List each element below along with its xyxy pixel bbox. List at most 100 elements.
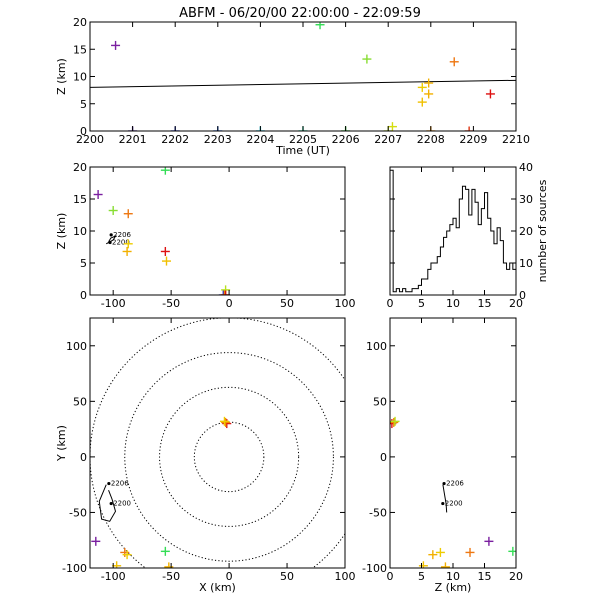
- y-tick-label: 20: [519, 225, 533, 238]
- y-tick-label: -50: [69, 506, 87, 519]
- track-marker: [107, 481, 111, 486]
- x-tick-label: 10: [446, 297, 460, 310]
- x-tick-label: 2209: [459, 133, 487, 146]
- source-point: [315, 22, 325, 30]
- x-tick-label: 2203: [204, 133, 232, 146]
- x-tick-label: 2207: [374, 133, 402, 146]
- histogram-bin: [491, 231, 494, 295]
- source-point: [362, 54, 372, 64]
- track-marker: [442, 481, 446, 486]
- y-tick-label: 50: [73, 395, 87, 408]
- source-point: [424, 78, 434, 88]
- source-point: [93, 190, 103, 200]
- y-tick-label: -100: [62, 562, 87, 575]
- range-ring: [124, 352, 334, 562]
- source-point: [160, 546, 170, 556]
- histogram-bin: [503, 263, 506, 295]
- plot-frame: [389, 317, 517, 569]
- source-point: [111, 40, 121, 50]
- x-tick-label: -50: [162, 570, 180, 583]
- histogram-bin: [472, 189, 475, 295]
- y-tick-label: 10: [73, 71, 87, 84]
- x-tick-label: 20: [509, 570, 523, 583]
- histogram-bin: [415, 289, 418, 295]
- y-tick-label: 100: [66, 340, 87, 353]
- x-tick-label: 10: [446, 570, 460, 583]
- histogram-bin: [462, 186, 465, 295]
- source-point: [221, 417, 231, 427]
- y-tick-label: -50: [369, 506, 387, 519]
- x-tick-label: 0: [226, 297, 233, 310]
- y-tick-label: 0: [80, 289, 87, 302]
- y-tick-label: 0: [80, 451, 87, 464]
- x-tick-label: 100: [335, 570, 356, 583]
- histogram-bin: [447, 231, 450, 295]
- histogram-bin: [475, 202, 478, 295]
- y-tick-label: -100: [362, 562, 387, 575]
- track-label: 2206: [111, 480, 129, 488]
- histogram-bin: [396, 289, 399, 295]
- x-tick-label: 50: [280, 297, 294, 310]
- source-point: [122, 550, 132, 560]
- y-tick-label: 0: [519, 289, 526, 302]
- x-tick-label: 2208: [417, 133, 445, 146]
- histogram-bin: [431, 263, 434, 295]
- x-tick-label: 50: [280, 570, 294, 583]
- plot-frame: [89, 21, 517, 132]
- storm-track: [442, 484, 448, 513]
- y-tick-label: 20: [73, 16, 87, 29]
- y-axis-label: Z (km): [55, 213, 68, 250]
- x-axis-label: X (km): [199, 581, 236, 594]
- source-point: [123, 239, 133, 249]
- source-point: [428, 550, 438, 560]
- histogram-outline: [390, 169, 516, 295]
- x-tick-label: 2205: [289, 133, 317, 146]
- x-tick-label: 0: [226, 570, 233, 583]
- track-marker: [109, 501, 113, 506]
- source-point: [390, 416, 400, 426]
- y-tick-label: 50: [373, 395, 387, 408]
- range-ring: [159, 386, 300, 527]
- time-height-panel: 2200 2201 2202 2203 2204 2205 2206 2207 2208 2209…: [55, 16, 530, 157]
- source-point: [440, 562, 450, 568]
- histogram-bin: [453, 218, 456, 295]
- storm-track: [98, 484, 117, 522]
- y-axis-label: number of sources: [536, 179, 549, 282]
- x-tick-label: -100: [101, 570, 126, 583]
- histogram-bin: [428, 269, 431, 295]
- y-tick-label: 30: [519, 193, 533, 206]
- track-marker: [109, 233, 113, 237]
- track-label: 2206: [113, 231, 131, 239]
- y-tick-label: 10: [519, 257, 533, 270]
- source-point: [219, 290, 229, 295]
- x-tick-label: 15: [478, 297, 492, 310]
- source-point: [435, 547, 445, 557]
- x-tick-label: 2200: [76, 133, 104, 146]
- y-tick-label: 0: [380, 451, 387, 464]
- source-point: [485, 89, 495, 99]
- source-point: [122, 246, 132, 256]
- histogram-bin: [494, 244, 497, 295]
- plot-area: [90, 22, 516, 131]
- source-point: [91, 536, 101, 546]
- plot-area: [390, 169, 516, 295]
- histogram-bin: [466, 189, 469, 295]
- source-point: [484, 536, 494, 546]
- plot-area: 2206 2200: [90, 318, 345, 568]
- source-point: [221, 290, 231, 295]
- x-tick-label: 2201: [119, 133, 147, 146]
- histogram-bin: [403, 289, 406, 295]
- histogram-bin: [481, 209, 484, 295]
- x-tick-label: 2204: [246, 133, 274, 146]
- source-point: [390, 417, 399, 427]
- x-tick-label: 2210: [502, 133, 530, 146]
- y-tick-label: 10: [73, 225, 87, 238]
- source-point: [418, 561, 428, 568]
- y-tick-label: 15: [73, 193, 87, 206]
- x-tick-label: 5: [418, 297, 425, 310]
- x-tick-label: 2206: [332, 133, 360, 146]
- track-label: 2206: [446, 480, 464, 488]
- source-point: [222, 419, 232, 429]
- track-label: 2200: [445, 500, 463, 508]
